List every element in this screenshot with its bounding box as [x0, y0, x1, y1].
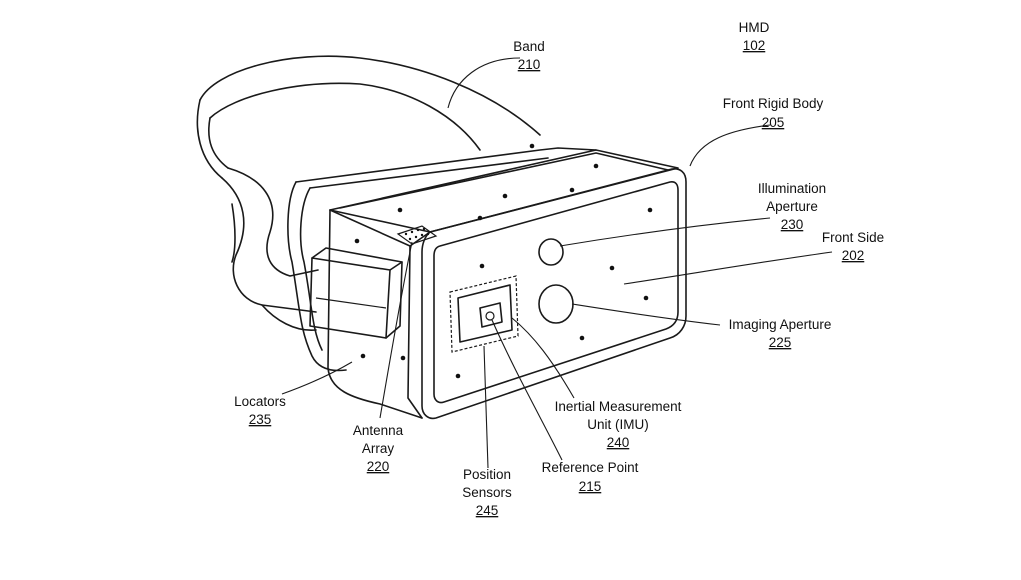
position-sensors-ref: 245 — [476, 503, 499, 518]
front-side-label: Front Side — [822, 230, 884, 245]
front-rigid-body-label: Front Rigid Body — [723, 96, 824, 111]
hmd-ref: 102 — [743, 38, 766, 53]
front-rigid-body-ref: 205 — [762, 115, 785, 130]
illumination-aperture-ref: 230 — [781, 217, 804, 232]
band-clip — [310, 248, 402, 338]
illumination-aperture — [539, 239, 563, 265]
antenna-array-label-1: Antenna — [353, 423, 404, 438]
imu-label-1: Inertial Measurement — [555, 399, 682, 414]
front-side-ref: 202 — [842, 248, 865, 263]
position-sensors-label-1: Position — [463, 467, 511, 482]
band-ref: 210 — [518, 57, 541, 72]
imu-ref: 240 — [607, 435, 630, 450]
reference-point-ref: 215 — [579, 479, 602, 494]
antenna-array-ref: 220 — [367, 459, 390, 474]
band-strap — [197, 56, 540, 330]
locators-ref: 235 — [249, 412, 272, 427]
illumination-aperture-label-2: Aperture — [766, 199, 818, 214]
position-sensors-label-2: Sensors — [462, 485, 512, 500]
imaging-aperture-label: Imaging Aperture — [729, 317, 832, 332]
locators-label: Locators — [234, 394, 286, 409]
position-sensors — [450, 276, 518, 352]
imaging-aperture-ref: 225 — [769, 335, 792, 350]
hmd-label: HMD — [739, 20, 770, 35]
reference-point-marker — [486, 312, 494, 320]
illumination-aperture-label-1: Illumination — [758, 181, 826, 196]
band-label: Band — [513, 39, 545, 54]
imu-label-2: Unit (IMU) — [587, 417, 649, 432]
antenna-array-label-2: Array — [362, 441, 395, 456]
reference-point-label: Reference Point — [542, 460, 639, 475]
imaging-aperture — [539, 285, 573, 323]
